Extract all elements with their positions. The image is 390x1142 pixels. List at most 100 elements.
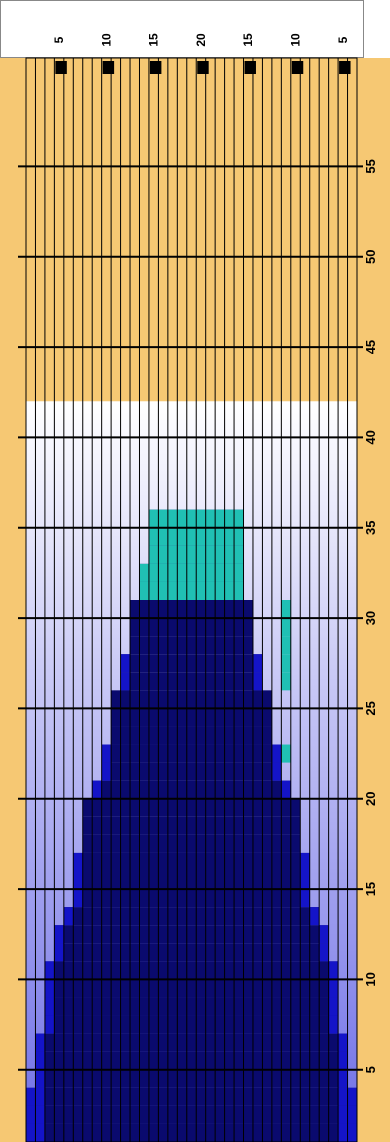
row-24-cells (111, 708, 272, 727)
mid-cell (338, 1123, 348, 1142)
accent-cell (158, 509, 168, 528)
column-label: 10 (99, 33, 113, 47)
column-label: 5 (52, 36, 66, 43)
mid-cell (73, 871, 83, 890)
accent-cell (205, 563, 216, 582)
mid-cell (338, 1069, 348, 1088)
row-15-cells (73, 871, 310, 890)
accent-cell (158, 563, 168, 582)
accent-cell (186, 581, 197, 600)
mid-cell (338, 1105, 348, 1124)
accent-cell (205, 527, 216, 546)
row-9-cells (44, 979, 339, 998)
accent-cell (196, 563, 206, 582)
mid-cell (92, 780, 102, 799)
row-13-cells (63, 907, 320, 926)
row-22-cells (101, 744, 282, 763)
mid-cell (63, 907, 74, 926)
mid-cell (101, 744, 112, 763)
row-23-cells (111, 726, 272, 745)
accent-cell (186, 563, 197, 582)
mid-cell (271, 744, 282, 763)
accent-cell (186, 545, 197, 564)
accent-cell (234, 509, 244, 528)
mid-cell (309, 907, 320, 926)
column-label: 20 (194, 33, 208, 47)
mid-cell (44, 961, 55, 980)
row-tick-label: 25 (363, 701, 378, 715)
row-tick-label: 15 (363, 882, 378, 896)
row-1-cells (26, 1123, 357, 1142)
mid-cell (35, 1033, 45, 1052)
row-7-cells (44, 1015, 339, 1034)
accent-cell (215, 527, 225, 546)
accent-cell (281, 618, 291, 637)
accent-cell (148, 545, 159, 564)
mid-cell (73, 889, 83, 908)
mid-cell (35, 1123, 45, 1142)
row-11-cells (54, 943, 329, 962)
mid-cell (120, 672, 131, 691)
accent-cell (215, 563, 225, 582)
accent-cell (205, 581, 216, 600)
column-marker (244, 61, 256, 74)
accent-cell (177, 563, 187, 582)
accent-cell (148, 527, 159, 546)
mid-cell (328, 997, 339, 1016)
mid-cell (35, 1105, 45, 1124)
mid-cell (26, 1123, 36, 1142)
row-30-cells (130, 600, 253, 619)
column-marker (149, 61, 162, 74)
row-21-cells (101, 762, 282, 781)
row-3-cells (26, 1087, 357, 1106)
accent-cell (224, 527, 235, 546)
accent-cell (205, 545, 216, 564)
row-29-cells (130, 618, 253, 637)
row-26-cells (120, 672, 263, 691)
accent-cell (196, 509, 206, 528)
row-16-cells (73, 852, 310, 871)
column-marker (102, 61, 115, 74)
accent-cell (281, 672, 291, 691)
row-tick-label: 10 (363, 972, 378, 986)
mid-cell (328, 979, 339, 998)
row-2-cells (26, 1105, 357, 1124)
accent-cell (148, 581, 159, 600)
column-label: 15 (147, 33, 161, 47)
row-4-cells (35, 1069, 348, 1088)
mid-cell (54, 943, 64, 962)
mid-cell (319, 943, 329, 962)
accent-cell (177, 527, 187, 546)
mid-cell (328, 961, 339, 980)
accent-cell (215, 581, 225, 600)
mid-cell (44, 979, 55, 998)
column-marker (197, 61, 209, 74)
mid-cell (120, 654, 131, 673)
row-25-cells (111, 690, 272, 709)
row-6-cells (35, 1033, 348, 1052)
row-tick-label: 45 (363, 340, 378, 354)
mid-cell (252, 672, 263, 691)
mid-cell (35, 1051, 45, 1070)
mid-cell (319, 925, 329, 944)
accent-cell (196, 581, 206, 600)
column-marker (339, 61, 351, 74)
accent-cell (281, 654, 291, 673)
column-marker (55, 61, 67, 74)
column-label: 15 (241, 33, 255, 47)
mid-cell (347, 1105, 357, 1124)
mid-cell (281, 780, 291, 799)
accent-cell (215, 545, 225, 564)
accent-cell (281, 600, 291, 619)
mid-cell (26, 1105, 36, 1124)
row-14-cells (73, 889, 310, 908)
mid-cell (300, 889, 310, 908)
accent-cell (158, 545, 168, 564)
accent-cell (158, 581, 168, 600)
row-17-cells (82, 834, 301, 853)
column-marker (291, 61, 304, 74)
mid-cell (338, 1087, 348, 1106)
accent-cell (281, 744, 291, 763)
row-5-cells (35, 1051, 348, 1070)
accent-cell (158, 527, 168, 546)
